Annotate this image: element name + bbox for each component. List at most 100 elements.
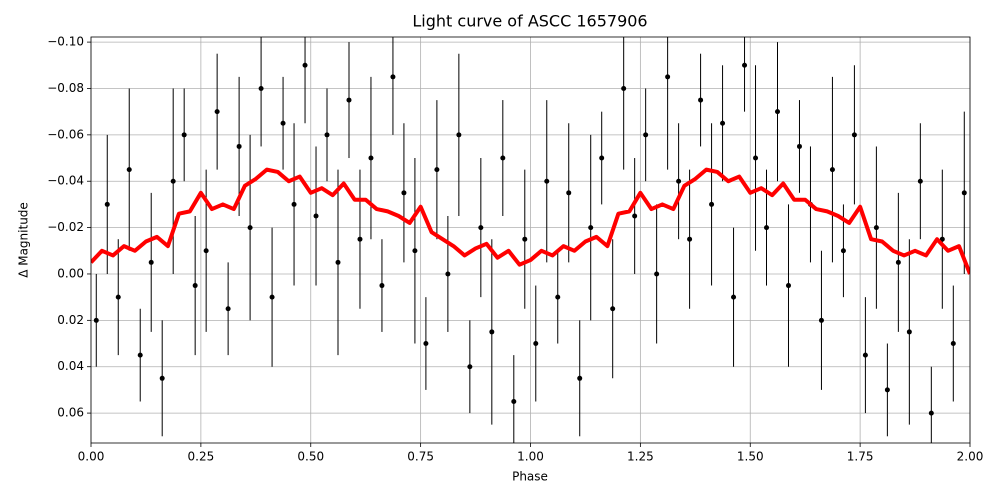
data-point (401, 190, 407, 196)
data-point (753, 155, 759, 161)
y-tick-label: 0.00 (57, 266, 84, 280)
data-point (796, 143, 802, 149)
x-axis-label: Phase (512, 470, 548, 484)
data-point (621, 85, 627, 91)
smooth-line (91, 167, 970, 275)
x-tick-label: 1.25 (627, 450, 654, 464)
y-tick-label: −0.08 (47, 81, 84, 95)
data-point (379, 283, 385, 289)
data-point (236, 143, 242, 149)
data-point (225, 306, 231, 312)
data-point (939, 236, 945, 242)
x-tick-label: 1.00 (517, 450, 544, 464)
data-point (544, 178, 550, 184)
data-point (203, 248, 209, 254)
data-point (884, 387, 890, 393)
data-point (511, 398, 517, 404)
data-point (698, 97, 704, 103)
data-point (390, 74, 396, 80)
data-point (258, 85, 264, 91)
data-point (566, 190, 572, 196)
data-point (412, 248, 418, 254)
y-tick-label: 0.04 (57, 359, 84, 373)
data-point (137, 352, 143, 358)
y-tick-label: 0.06 (57, 406, 84, 420)
data-point (445, 271, 451, 277)
data-point (357, 236, 363, 242)
grid (90, 37, 971, 443)
data-point (467, 364, 473, 370)
data-point (302, 62, 308, 68)
data-point (731, 294, 737, 300)
data-point (599, 155, 605, 161)
y-tick-label: −0.10 (47, 35, 84, 49)
plot-area (91, 37, 970, 443)
y-tick-label: −0.02 (47, 220, 84, 234)
data-point (456, 132, 462, 138)
data-point (588, 225, 594, 231)
data-point (247, 225, 253, 231)
data-point (170, 178, 176, 184)
data-point (269, 294, 275, 300)
y-tick-label: −0.04 (47, 174, 84, 188)
data-point (961, 190, 967, 196)
x-tick-label: 1.50 (737, 450, 764, 464)
data-point (687, 236, 693, 242)
data-point (423, 341, 429, 347)
data-point (906, 329, 912, 335)
y-tick-label: 0.02 (57, 313, 84, 327)
data-point (709, 201, 715, 207)
data-point (873, 225, 879, 231)
data-point (335, 259, 341, 265)
x-tick-label: 1.75 (847, 450, 874, 464)
data-point (577, 375, 583, 381)
data-point (313, 213, 319, 219)
x-tick-label: 2.00 (957, 450, 984, 464)
data-point (159, 375, 165, 381)
data-point (192, 283, 198, 289)
data-point (533, 341, 539, 347)
data-point (555, 294, 561, 300)
data-point (818, 317, 824, 323)
data-point (610, 306, 616, 312)
data-point (895, 259, 901, 265)
data-point (522, 236, 528, 242)
data-point (917, 178, 923, 184)
data-point (126, 167, 132, 173)
data-point (489, 329, 495, 335)
data-point (643, 132, 649, 138)
data-point (280, 120, 286, 126)
data-point (851, 132, 857, 138)
x-tick-label: 0.25 (188, 450, 215, 464)
data-point (665, 74, 671, 80)
data-point (324, 132, 330, 138)
data-point (742, 62, 748, 68)
data-point (720, 120, 726, 126)
data-point (862, 352, 868, 358)
data-point (774, 109, 780, 115)
data-point (654, 271, 660, 277)
data-point (93, 317, 99, 323)
data-point (115, 294, 121, 300)
y-axis-label: Δ Magnitude (17, 202, 31, 278)
data-point (840, 248, 846, 254)
data-point (478, 225, 484, 231)
data-point (632, 213, 638, 219)
data-point (764, 225, 770, 231)
data-point (148, 259, 154, 265)
data-point (676, 178, 682, 184)
data-point (104, 201, 110, 207)
data-point (181, 132, 187, 138)
data-point (928, 410, 934, 416)
ticks: 0.00 0.25 0.50 0.75 1.00 1.25 1.50 1.75 2.00 −0.1… (47, 35, 983, 464)
data-point (346, 97, 352, 103)
data-point (291, 201, 297, 207)
data-point (950, 341, 956, 347)
data-point (829, 167, 835, 173)
chart-title: Light curve of ASCC 1657906 (412, 12, 647, 31)
data-point (368, 155, 374, 161)
data-point (214, 109, 220, 115)
x-tick-label: 0.75 (407, 450, 434, 464)
data-point (434, 167, 440, 173)
